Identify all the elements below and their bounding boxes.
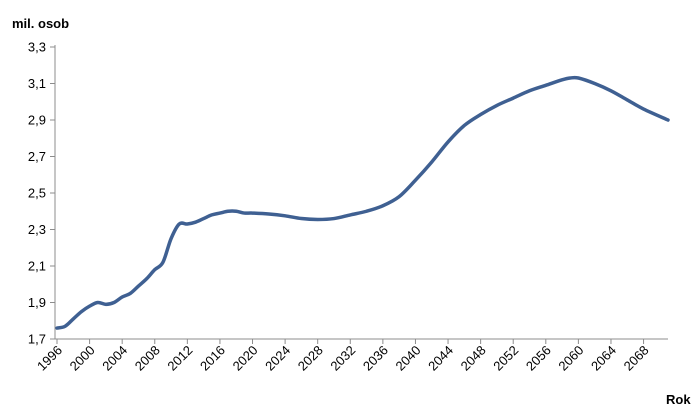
y-tick-label: 3,3 bbox=[28, 40, 46, 55]
y-tick-label: 2,7 bbox=[28, 149, 46, 164]
y-tick-label: 2,1 bbox=[28, 259, 46, 274]
y-tick-label: 3,1 bbox=[28, 76, 46, 91]
x-tick-label: 2016 bbox=[197, 343, 228, 374]
y-tick-label: 1,7 bbox=[28, 332, 46, 347]
x-tick-label: 2028 bbox=[295, 343, 326, 374]
x-tick-label: 2024 bbox=[262, 343, 293, 374]
x-axis: 1996 2000 2004 2008 2012 2016 2020 2024 2028 2032… bbox=[34, 338, 668, 374]
x-tick-label: 2000 bbox=[67, 343, 98, 374]
y-tick-label: 1,9 bbox=[28, 295, 46, 310]
x-tick-label: 2056 bbox=[523, 343, 554, 374]
x-tick-label: 2052 bbox=[490, 343, 521, 374]
series-group bbox=[55, 75, 670, 330]
x-tick-label: 2048 bbox=[458, 343, 489, 374]
y-tick-label: 2,5 bbox=[28, 186, 46, 201]
x-tick-label: 1996 bbox=[34, 343, 65, 374]
series-line bbox=[55, 75, 670, 330]
x-axis-title: Rok bbox=[666, 392, 691, 407]
x-tick-label: 2004 bbox=[99, 343, 130, 374]
x-tick-label: 2020 bbox=[230, 343, 261, 374]
y-tick-label: 2,9 bbox=[28, 113, 46, 128]
y-axis-title: mil. osob bbox=[12, 16, 69, 31]
x-tick-label: 2032 bbox=[327, 343, 358, 374]
x-tick-label: 2036 bbox=[360, 343, 391, 374]
y-axis: 1,7 1,9 2,1 2,3 2,5 2,7 2,9 3,1 3,3 bbox=[28, 40, 56, 347]
x-tick-label: 2040 bbox=[393, 343, 424, 374]
x-tick-label: 2060 bbox=[555, 343, 586, 374]
x-tick-label: 2068 bbox=[621, 343, 652, 374]
x-tick-label: 2064 bbox=[588, 343, 619, 374]
x-tick-label: 2008 bbox=[132, 343, 163, 374]
y-tick-label: 2,3 bbox=[28, 222, 46, 237]
x-tick-label: 2012 bbox=[164, 343, 195, 374]
x-tick-label: 2044 bbox=[425, 343, 456, 374]
